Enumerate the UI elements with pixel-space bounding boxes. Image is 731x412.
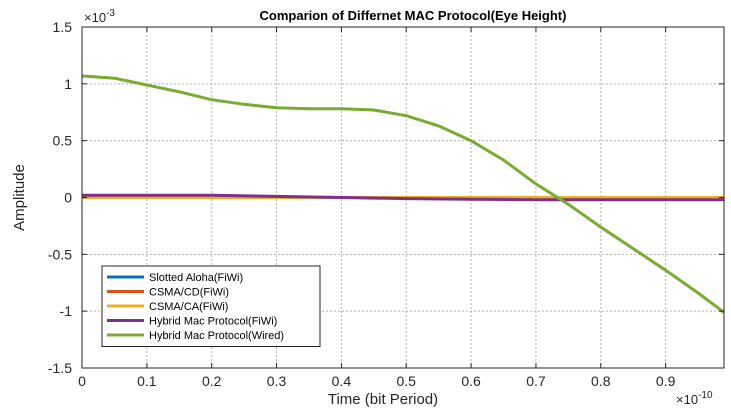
x-tick-label: 0.7 [526, 373, 546, 389]
legend-item-label: Slotted Aloha(FiWi) [149, 272, 243, 284]
series-line-4 [82, 193, 724, 202]
axis-ticks: 0 0.1 0.2 0.3 0.4 0.5 0.6 0.7 0.8 0.9 -1.5 -1 -0.5 0 0… [48, 19, 724, 389]
series-lines [81, 74, 725, 314]
x-axis-label: Time (bit Period) [328, 391, 438, 408]
x-tick-label: 0.3 [267, 373, 287, 389]
y-tick-label: -1.5 [48, 360, 72, 376]
x-tick-label: 0.4 [332, 373, 352, 389]
legend-item-label: Hybrid Mac Protocol(FiWi) [149, 316, 277, 328]
x-tick-label: 0.5 [397, 373, 417, 389]
y-tick-label: -0.5 [48, 246, 72, 262]
x-exponent-power: -10 [698, 390, 713, 401]
y-tick-label: -1 [60, 303, 73, 319]
y-tick-label: 0.5 [53, 133, 73, 149]
x-exponent-base: ×10 [676, 392, 698, 407]
x-tick-label: 0.9 [656, 373, 676, 389]
x-tick-label: 0.2 [202, 373, 222, 389]
y-tick-label: 0 [64, 190, 72, 206]
x-tick-label: 0 [78, 373, 86, 389]
y-exponent-power: -3 [106, 8, 115, 19]
y-axis-label: Amplitude [11, 164, 28, 231]
legend-item-label: CSMA/CD(FiWi) [149, 287, 229, 299]
y-axis-exponent: ×10-3 [84, 8, 115, 25]
x-axis-exponent: ×10-10 [676, 390, 713, 407]
legend-item-label: CSMA/CA(FiWi) [149, 301, 228, 313]
x-tick-label: 0.6 [461, 373, 481, 389]
series-line-5 [81, 74, 725, 314]
chart-title: Comparion of Differnet MAC Protocol(Eye … [260, 8, 567, 23]
y-exponent-base: ×10 [84, 10, 106, 25]
chart-legend: Slotted Aloha(FiWi) CSMA/CD(FiWi) CSMA/CA(… [101, 265, 321, 347]
y-tick-label: 1 [64, 76, 72, 92]
x-tick-label: 0.8 [591, 373, 611, 389]
x-tick-label: 0.1 [137, 373, 157, 389]
legend-item-label: Hybrid Mac Protocol(Wired) [149, 330, 284, 342]
y-tick-label: 1.5 [53, 19, 73, 35]
